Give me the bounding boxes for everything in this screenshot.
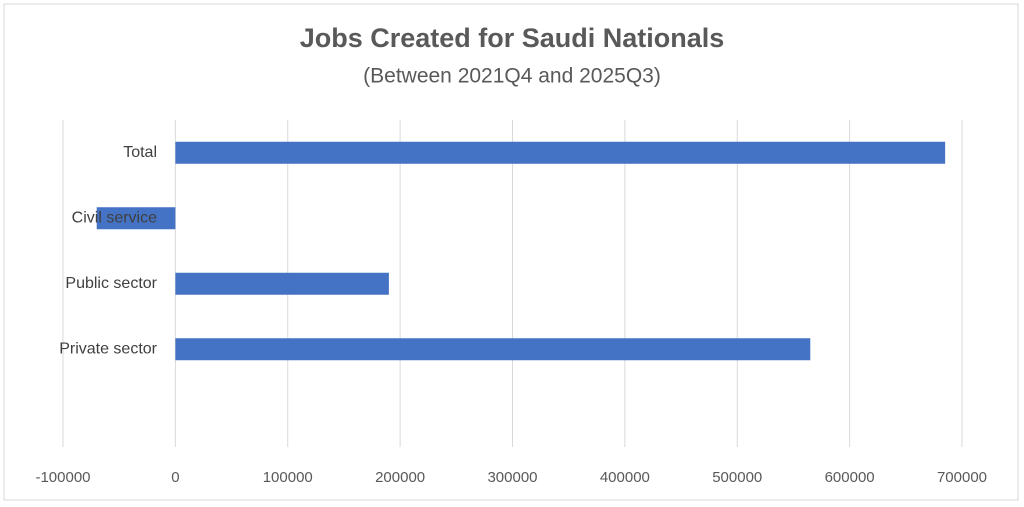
- bar: [96, 207, 176, 230]
- y-tick-label: Public sector: [65, 275, 157, 292]
- chart-frame: [3, 3, 1019, 501]
- x-tick-label: 400000: [600, 469, 650, 486]
- x-tick-label: 600000: [825, 469, 875, 486]
- x-tick-label: 0: [171, 469, 179, 486]
- x-tick-label: -100000: [35, 469, 90, 486]
- bar: [175, 141, 946, 164]
- y-tick-label: Private sector: [59, 340, 157, 357]
- bar: [175, 272, 389, 295]
- x-tick-label: 500000: [712, 469, 762, 486]
- y-tick-label: Total: [123, 144, 157, 161]
- x-tick-label: 100000: [263, 469, 313, 486]
- x-tick-label: 300000: [487, 469, 537, 486]
- x-tick-label: 200000: [375, 469, 425, 486]
- chart-subtitle: (Between 2021Q4 and 2025Q3): [363, 65, 661, 88]
- x-tick-label: 700000: [937, 469, 987, 486]
- y-tick-label: Civil service: [72, 209, 157, 226]
- bar: [175, 338, 811, 361]
- chart-title: Jobs Created for Saudi Nationals: [300, 23, 725, 53]
